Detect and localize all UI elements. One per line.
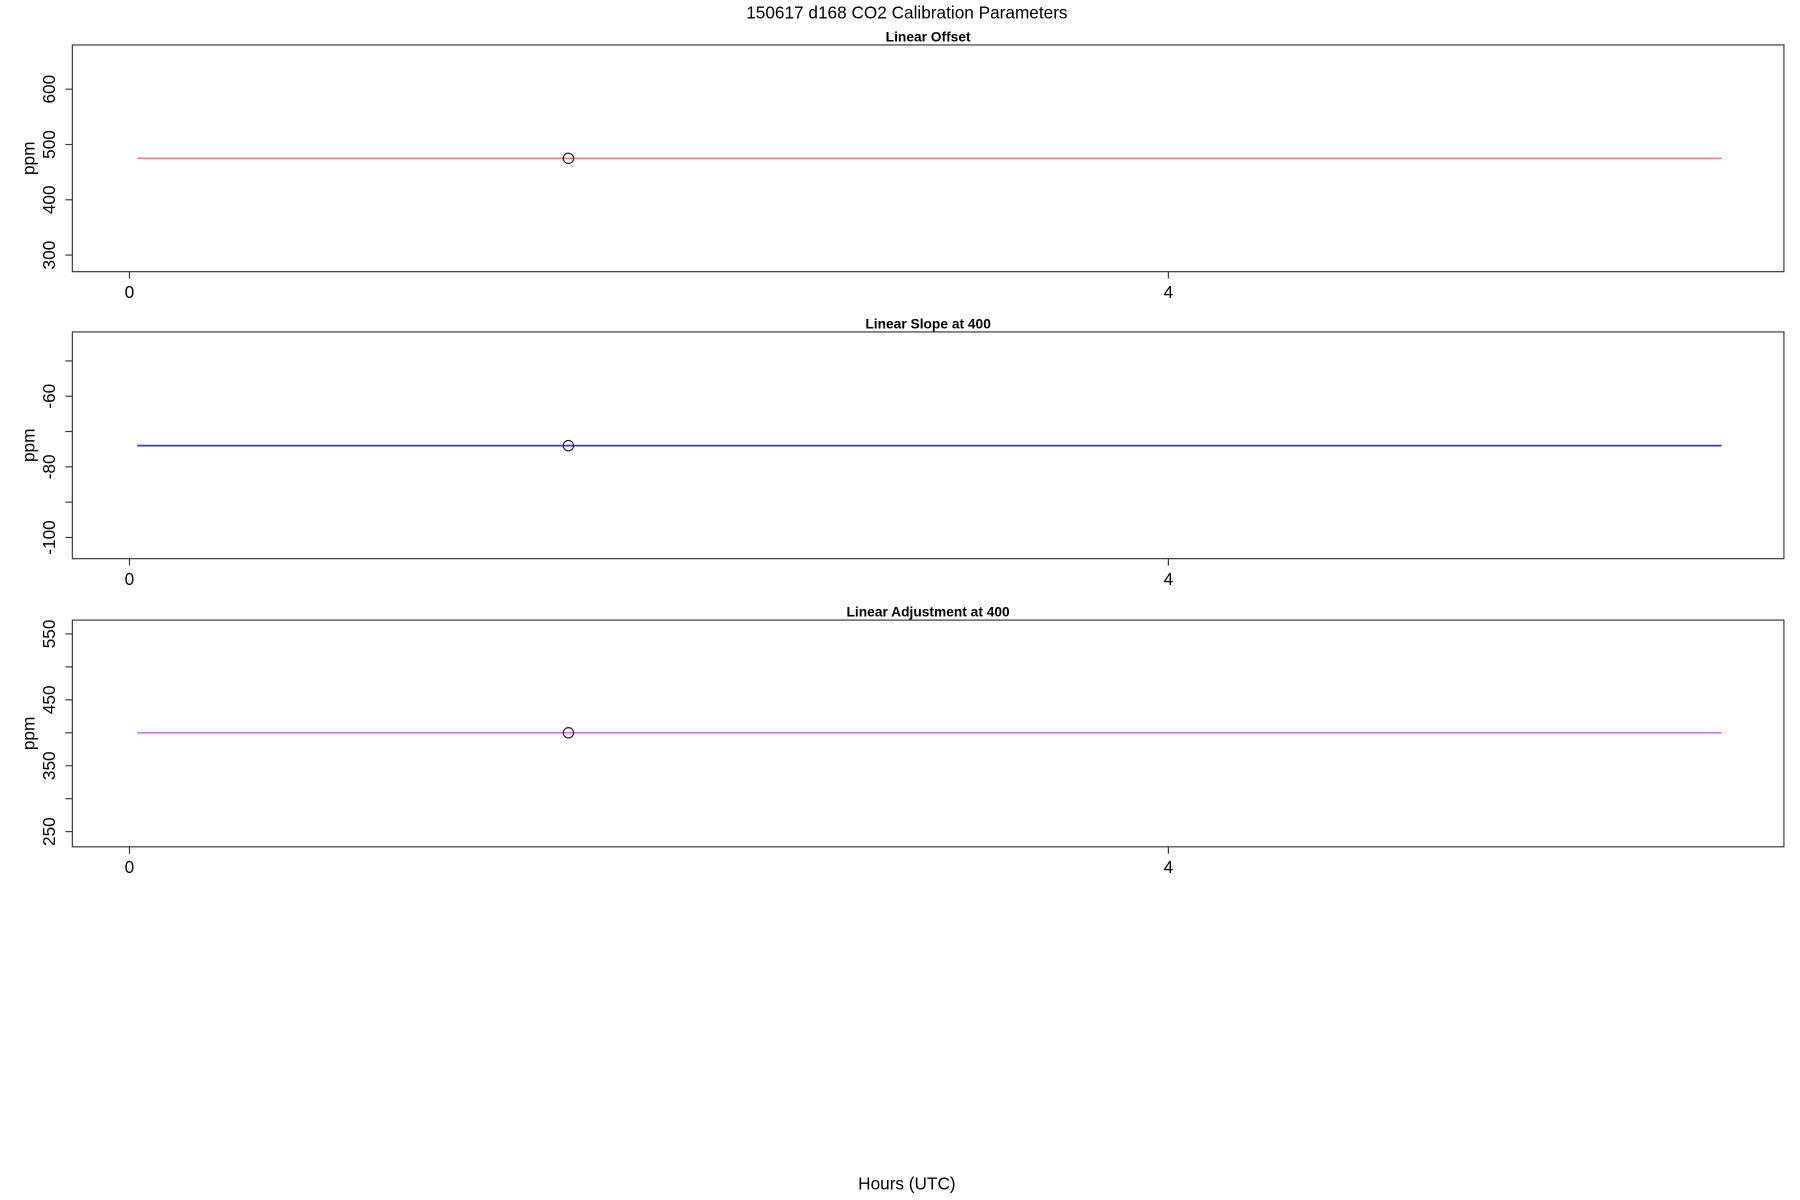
panel-3: Linear Adjustment at 400 ppm 250 350 450 550 0… <box>18 605 1785 877</box>
x-tick-label: 4 <box>1164 857 1174 877</box>
panel-title: Linear Adjustment at 400 <box>847 605 1011 620</box>
x-tick-label: 4 <box>1164 282 1174 302</box>
y-tick-label: 250 <box>39 817 59 846</box>
y-tick-label: 400 <box>39 185 59 214</box>
y-tick-label: 350 <box>39 751 59 780</box>
x-tick-label: 4 <box>1164 569 1174 589</box>
data-point <box>562 727 575 739</box>
y-tick-label: 450 <box>39 685 59 714</box>
x-tick-label: 0 <box>125 857 135 877</box>
panel-title: Linear Offset <box>886 30 971 45</box>
y-tick-label: 600 <box>39 75 59 104</box>
panel-title: Linear Slope at 400 <box>865 317 991 332</box>
plot-frame <box>71 44 1785 273</box>
y-tick-label: 500 <box>39 130 59 159</box>
x-tick-label: 0 <box>125 282 135 302</box>
y-axis-label: ppm <box>18 717 38 750</box>
x-axis-label: Hours (UTC) <box>858 1173 955 1193</box>
x-tick-label: 0 <box>125 569 135 589</box>
panel-2: Linear Slope at 400 ppm -100 -80 -60 0 4 <box>18 317 1785 589</box>
figure-title: 150617 d168 CO2 Calibration Parameters <box>746 3 1067 23</box>
plot-frame <box>71 331 1785 560</box>
y-tick-label: -60 <box>39 384 59 409</box>
plot-frame <box>71 619 1785 848</box>
data-point <box>562 439 575 452</box>
y-axis-label: ppm <box>18 142 38 175</box>
y-tick-label: 550 <box>39 620 59 649</box>
y-axis-label: ppm <box>18 429 38 462</box>
y-tick-label: 300 <box>39 241 59 270</box>
y-tick-label: -80 <box>39 454 59 479</box>
panel-1: Linear Offset ppm 300 400 500 600 0 4 <box>18 30 1785 302</box>
y-tick-label: -100 <box>39 520 59 554</box>
data-point <box>562 152 575 165</box>
